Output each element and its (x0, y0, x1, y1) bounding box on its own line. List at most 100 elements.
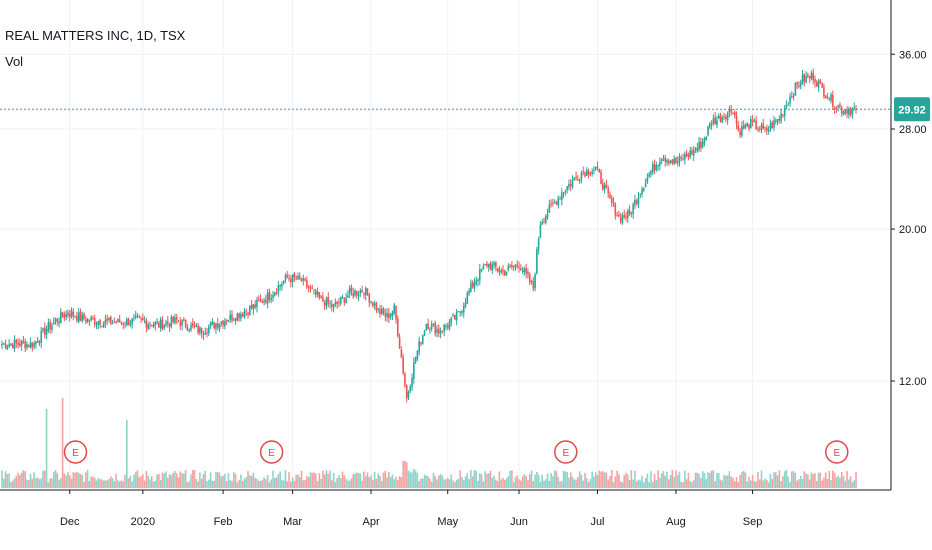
candle (49, 318, 51, 334)
candle-body (213, 322, 215, 329)
volume-bar (493, 475, 495, 488)
candle (450, 317, 453, 327)
time-axis[interactable]: Dec 2020 Feb Mar Apr May Jun Jul Aug Sep (0, 489, 891, 528)
candle-body (83, 313, 85, 320)
candle (421, 334, 424, 345)
volume-bar (272, 470, 274, 488)
candle-body (503, 270, 506, 276)
candle-body (675, 157, 677, 164)
candle-body (199, 327, 201, 333)
candle-body (682, 158, 684, 160)
candle (468, 287, 470, 296)
volume-bar (177, 477, 180, 488)
volume-bar (150, 476, 153, 488)
candle-body (113, 321, 116, 323)
candle-body (393, 304, 396, 313)
volume-bars (1, 397, 857, 488)
candle-body (726, 112, 729, 121)
candle-body (625, 216, 627, 218)
candle (782, 114, 784, 118)
candle-body (154, 322, 157, 326)
candle-body (134, 315, 137, 318)
candle-body (844, 109, 847, 114)
candle (234, 317, 237, 325)
candle-body (120, 322, 123, 324)
volume-bar (402, 460, 404, 488)
candle (51, 322, 53, 334)
candle (849, 106, 852, 118)
candle-body (760, 125, 763, 130)
candle (175, 314, 178, 325)
candle (134, 310, 137, 320)
candle (206, 328, 208, 338)
candle (45, 325, 48, 340)
candle (350, 284, 353, 296)
volume-bar (238, 479, 240, 488)
candle (578, 178, 581, 184)
candle-body (669, 160, 672, 163)
volume-bar (689, 481, 691, 488)
candle-body (767, 129, 770, 132)
candle (589, 171, 592, 177)
candle-body (79, 311, 82, 321)
volume-bar (634, 470, 636, 488)
candle (368, 292, 371, 308)
candle-body (785, 105, 788, 108)
volume-bar (434, 476, 437, 488)
candle-body (500, 270, 503, 273)
candle (158, 320, 160, 329)
candle (159, 316, 162, 332)
candle-body (735, 115, 738, 124)
candle (181, 318, 183, 331)
candle (812, 68, 815, 85)
volume-bar (104, 480, 107, 488)
candle-body (527, 271, 529, 275)
candle (521, 266, 524, 275)
candle-body (133, 317, 135, 319)
candle-body (614, 203, 617, 216)
volume-bar (154, 480, 157, 488)
candle (607, 185, 609, 198)
candle-body (2, 343, 5, 345)
candle-body (63, 314, 66, 318)
volume-bar (821, 480, 823, 488)
volume-bar (170, 475, 173, 488)
volume-bar (671, 469, 674, 488)
candle (427, 318, 429, 330)
volume-bar (43, 470, 46, 488)
candle-body (855, 108, 857, 110)
volume-bar (152, 481, 155, 488)
candle-body (322, 296, 324, 302)
price-axis[interactable]: 12.00 20.00 28.00 36.00 (890, 0, 932, 550)
volume-bar (520, 480, 522, 488)
volume-bar (742, 470, 745, 488)
candle (83, 312, 85, 321)
candle (514, 264, 517, 271)
candle (480, 268, 483, 273)
volume-bar (97, 477, 100, 488)
candle (643, 187, 645, 192)
candle-body (13, 339, 16, 350)
candle (347, 290, 349, 298)
candle-body (314, 290, 317, 295)
candle-body (438, 328, 440, 334)
candle-body (38, 342, 41, 344)
candle-body (580, 172, 583, 180)
candle (828, 96, 831, 101)
time-tick-label: Jul (590, 516, 604, 528)
volume-bar (737, 482, 740, 488)
candle-body (375, 302, 378, 311)
volume-bar (646, 473, 649, 488)
volume-bar (416, 472, 419, 488)
candle-body (826, 97, 829, 99)
volume-bar (134, 471, 137, 488)
volume-bar (261, 480, 264, 488)
candle-body (591, 171, 593, 174)
candle-body (605, 184, 608, 188)
candle-body (828, 99, 831, 101)
candle (109, 315, 112, 325)
volume-bar (511, 470, 513, 488)
candle (830, 92, 832, 104)
volume-bar (489, 470, 492, 488)
